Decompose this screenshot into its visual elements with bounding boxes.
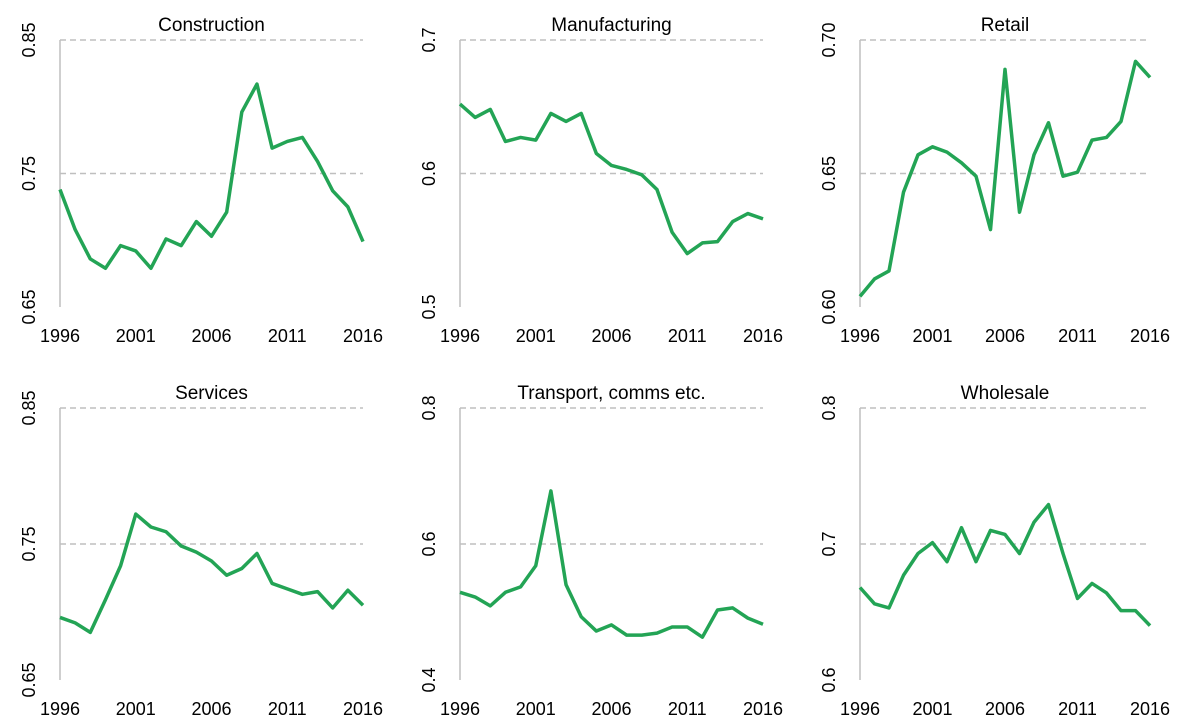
x-tick-label: 2016 — [343, 699, 383, 719]
x-tick-label: 2006 — [591, 326, 631, 346]
x-tick-label: 1996 — [840, 326, 880, 346]
x-tick-label: 2006 — [191, 699, 231, 719]
x-tick-label: 2016 — [343, 326, 383, 346]
chart-title: Transport, comms etc. — [517, 383, 705, 404]
y-tick-label: 0.6 — [419, 161, 439, 186]
y-tick-label: 0.8 — [419, 395, 439, 420]
data-line — [58, 82, 365, 271]
data-line — [458, 102, 764, 256]
y-tick-label: 0.8 — [819, 395, 839, 420]
x-tick-label: 2006 — [985, 326, 1025, 346]
x-tick-label: 1996 — [440, 326, 480, 346]
x-tick-label: 2001 — [116, 326, 156, 346]
data-line — [59, 512, 365, 635]
y-tick-label: 0.4 — [419, 667, 439, 692]
x-tick-label: 1996 — [40, 699, 80, 719]
y-tick-label: 0.75 — [19, 156, 39, 191]
x-tick-label: 2006 — [191, 326, 231, 346]
x-tick-label: 2001 — [516, 699, 556, 719]
chart-title: Construction — [158, 15, 265, 36]
y-tick-label: 0.85 — [19, 390, 39, 425]
x-tick-label: 2016 — [743, 699, 783, 719]
x-tick-label: 2011 — [1058, 699, 1097, 719]
chart-title: Retail — [981, 15, 1030, 36]
x-tick-label: 1996 — [440, 699, 480, 719]
x-tick-label: 2016 — [1130, 326, 1170, 346]
y-tick-label: 0.5 — [419, 294, 439, 319]
x-tick-label: 2006 — [591, 699, 631, 719]
chart-title: Wholesale — [961, 383, 1050, 404]
y-tick-label: 0.7 — [819, 531, 839, 556]
x-tick-label: 2016 — [743, 326, 783, 346]
y-tick-label: 0.6 — [819, 667, 839, 692]
x-tick-label: 2001 — [116, 699, 156, 719]
data-line — [858, 502, 1152, 627]
y-tick-label: 0.65 — [19, 662, 39, 697]
y-tick-label: 0.65 — [819, 156, 839, 191]
x-tick-label: 2011 — [1058, 326, 1097, 346]
x-tick-label: 2016 — [1130, 699, 1170, 719]
x-tick-label: 2011 — [668, 326, 707, 346]
x-tick-label: 1996 — [40, 326, 80, 346]
x-tick-label: 2001 — [516, 326, 556, 346]
y-tick-label: 0.70 — [819, 22, 839, 57]
y-tick-label: 0.7 — [419, 27, 439, 52]
y-tick-label: 0.75 — [19, 526, 39, 561]
x-tick-label: 2011 — [268, 326, 307, 346]
x-tick-label: 2011 — [668, 699, 707, 719]
chart-title: Services — [175, 383, 248, 404]
y-tick-label: 0.65 — [19, 289, 39, 324]
y-tick-label: 0.60 — [819, 289, 839, 324]
y-tick-label: 0.6 — [419, 531, 439, 556]
data-line — [459, 489, 764, 639]
x-tick-label: 2006 — [985, 699, 1025, 719]
data-line — [858, 59, 1152, 298]
y-tick-label: 0.85 — [19, 22, 39, 57]
x-tick-label: 2001 — [912, 699, 952, 719]
chart-title: Manufacturing — [551, 15, 671, 36]
x-tick-label: 2011 — [268, 699, 307, 719]
x-tick-label: 1996 — [840, 699, 880, 719]
x-tick-label: 2001 — [912, 326, 952, 346]
